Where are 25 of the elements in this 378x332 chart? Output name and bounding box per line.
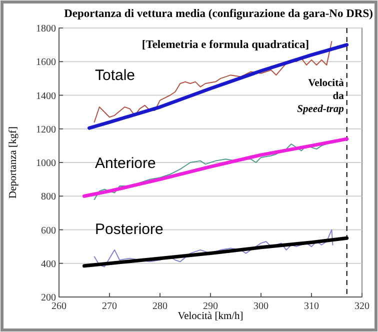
x-tick-label: 270 [102, 301, 117, 312]
y-tick-label: 200 [41, 292, 56, 304]
x-tick-label: 280 [152, 301, 168, 312]
y-tick-label: 400 [41, 258, 56, 270]
annotation: Posteriore [95, 221, 164, 238]
y-tick-label: 600 [41, 225, 56, 236]
line-series [82, 137, 349, 198]
x-tick-label: 290 [203, 301, 218, 312]
text: [Telemetria e formula quadratica] [142, 39, 310, 51]
y-tick-label: 1800 [36, 24, 56, 34]
y-tick-label: 1000 [36, 158, 56, 169]
y-axis-title: Deportanza [kgf] [8, 126, 19, 199]
x-axis-title: Velocità [km/h] [178, 311, 244, 322]
x-tick-label: 310 [304, 301, 319, 312]
x-tick-label: 260 [52, 301, 66, 312]
y-tick-label: 1200 [36, 124, 56, 136]
annotation: Totale [95, 67, 136, 84]
x-tick-label: 320 [354, 301, 370, 312]
x-tick-label: 300 [254, 301, 268, 312]
y-tick-label: 1600 [36, 57, 56, 68]
y-tick-label: 1400 [36, 90, 56, 102]
ref-line-label: Velocità da Speed-trap [297, 78, 345, 115]
annotation: Anteriore [95, 155, 156, 172]
chart-title: Deportanza di vettura media (configurazione da gara-No DRS) [64, 8, 374, 20]
y-tick-label: 800 [41, 192, 56, 203]
